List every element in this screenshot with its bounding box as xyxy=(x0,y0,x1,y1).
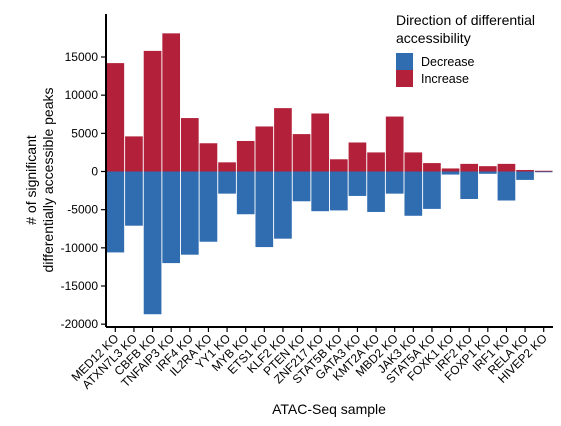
y-tick-label: 5000 xyxy=(71,126,98,140)
bar-decrease-9 xyxy=(274,171,292,239)
bar-increase-11 xyxy=(311,113,330,172)
bar-increase-9 xyxy=(274,108,292,172)
bar-increase-5 xyxy=(199,143,218,172)
bar-decrease-13 xyxy=(348,171,367,196)
bar-decrease-22 xyxy=(516,171,534,180)
bar-decrease-18 xyxy=(441,171,460,175)
bar-increase-7 xyxy=(236,140,255,172)
legend-label-decrease: Decrease xyxy=(421,55,475,69)
bar-increase-6 xyxy=(218,162,236,172)
bar-increase-16 xyxy=(404,152,423,172)
bar-increase-12 xyxy=(329,159,348,172)
bar-decrease-11 xyxy=(311,171,330,212)
bar-decrease-17 xyxy=(423,171,441,209)
bar-decrease-16 xyxy=(404,171,423,216)
bar-decrease-12 xyxy=(329,171,348,211)
y-tick-label: -20000 xyxy=(61,317,99,331)
series-decrease xyxy=(106,171,553,315)
bar-increase-19 xyxy=(460,163,479,172)
bar-increase-1 xyxy=(125,136,143,172)
bar-increase-0 xyxy=(106,63,125,172)
y-tick-label: 0 xyxy=(91,165,98,179)
bar-increase-18 xyxy=(441,168,460,172)
bar-decrease-1 xyxy=(125,171,143,226)
bar-decrease-14 xyxy=(367,171,385,212)
legend-label-increase: Increase xyxy=(421,72,469,86)
bar-decrease-0 xyxy=(106,171,125,253)
bar-decrease-6 xyxy=(218,171,236,194)
y-axis-title-line-2: differentially accessible peaks xyxy=(40,88,56,273)
x-axis-title: ATAC-Seq sample xyxy=(272,401,386,417)
bar-decrease-8 xyxy=(255,171,274,248)
y-tick-label: -15000 xyxy=(61,279,99,293)
y-tick-label: 15000 xyxy=(65,50,99,64)
bar-increase-13 xyxy=(348,142,367,172)
bar-decrease-4 xyxy=(180,171,199,255)
legend-title-line-1: Direction of differential xyxy=(396,12,535,28)
bar-increase-20 xyxy=(478,166,497,172)
bar-decrease-19 xyxy=(460,171,479,199)
bar-decrease-5 xyxy=(199,171,218,242)
bar-decrease-2 xyxy=(143,171,162,315)
legend-swatch-increase xyxy=(396,70,413,87)
bar-increase-21 xyxy=(497,163,516,172)
bar-increase-10 xyxy=(292,134,311,172)
y-axis-title: # of significant differentially accessib… xyxy=(23,88,56,273)
y-axis: 15000 10000 5000 0 -5000 -10000 -15000 -20000 xyxy=(61,14,107,331)
legend-swatch-decrease xyxy=(396,53,413,70)
legend-title-line-2: accessibility xyxy=(396,30,471,46)
bar-decrease-20 xyxy=(478,171,497,174)
bar-decrease-7 xyxy=(236,171,255,215)
y-axis-title-line-1: # of significant xyxy=(23,135,39,225)
bar-decrease-10 xyxy=(292,171,311,202)
bar-increase-17 xyxy=(423,163,441,172)
bar-increase-2 xyxy=(143,50,162,172)
y-tick-label: 10000 xyxy=(65,88,99,102)
bar-decrease-21 xyxy=(497,171,516,201)
bar-increase-3 xyxy=(162,33,181,172)
bar-increase-8 xyxy=(255,126,274,172)
y-tick-label: -10000 xyxy=(61,241,99,255)
bar-increase-4 xyxy=(180,118,199,172)
bar-increase-22 xyxy=(516,169,534,172)
bar-increase-15 xyxy=(385,116,404,172)
bar-increase-23 xyxy=(534,170,553,172)
bar-decrease-23 xyxy=(534,171,553,173)
bar-decrease-15 xyxy=(385,171,404,194)
legend: Direction of differential accessibility … xyxy=(396,12,535,87)
bar-decrease-3 xyxy=(162,171,181,264)
series-increase xyxy=(106,33,553,172)
y-tick-label: -5000 xyxy=(67,203,98,217)
bar-increase-14 xyxy=(367,152,385,172)
